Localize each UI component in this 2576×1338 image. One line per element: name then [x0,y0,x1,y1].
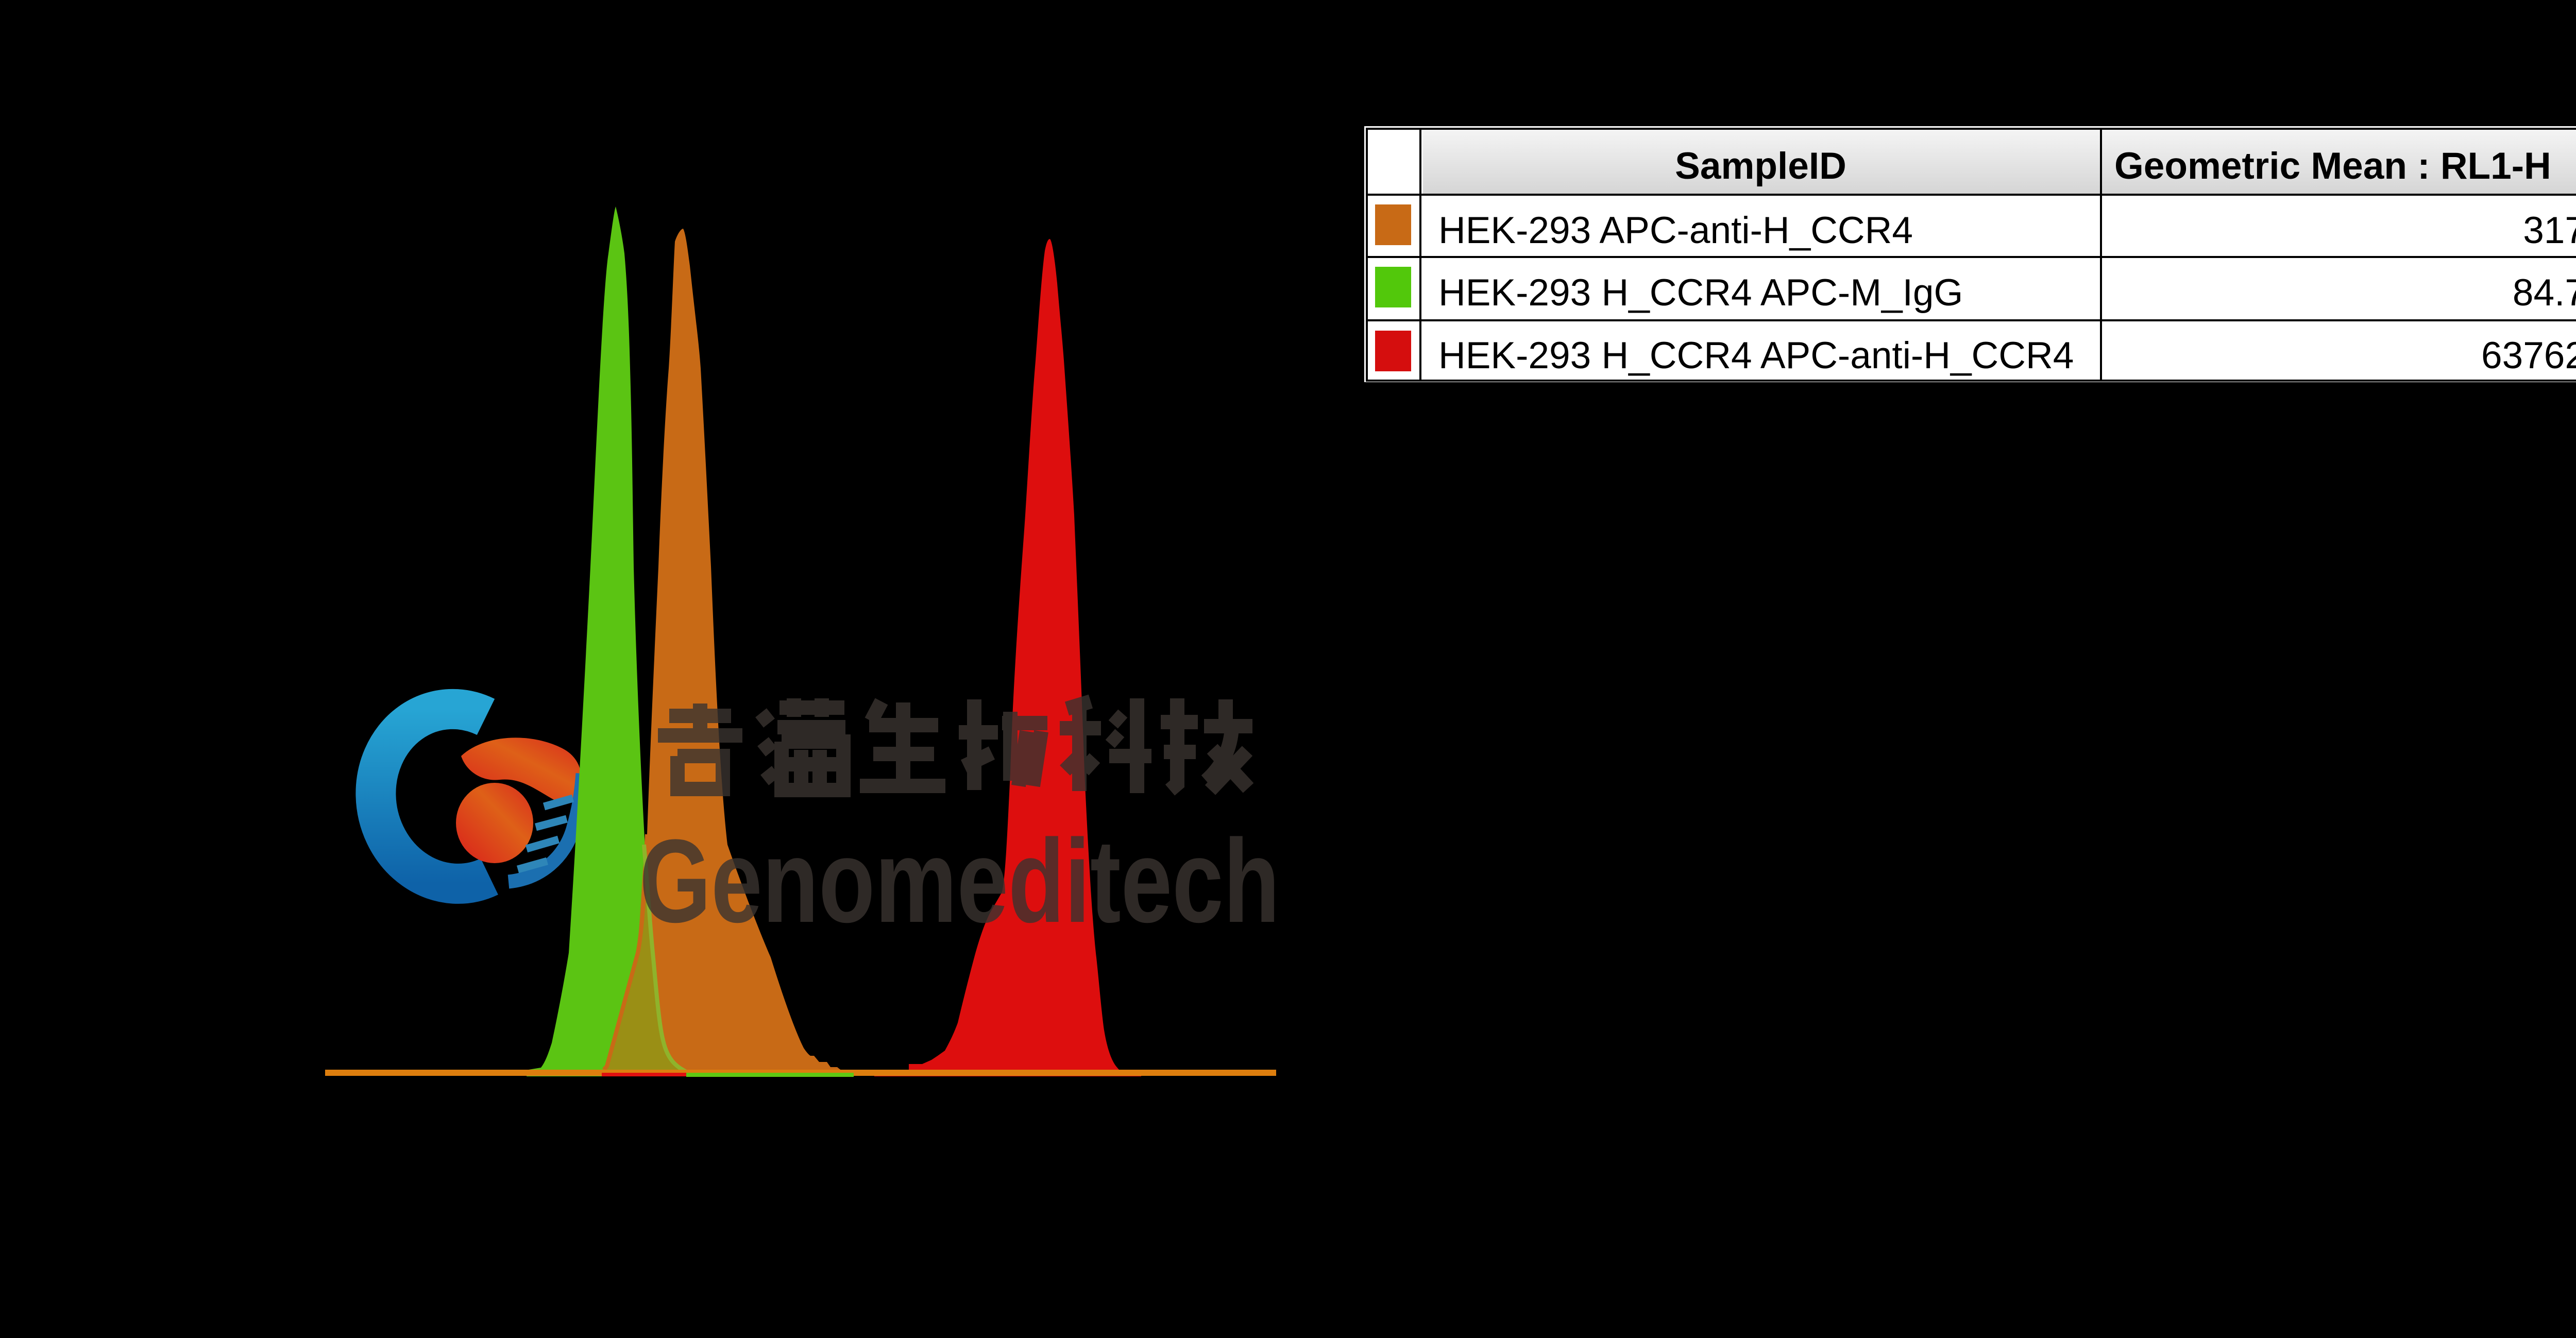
svg-text:Genomeditech: Genomeditech [639,815,1280,947]
